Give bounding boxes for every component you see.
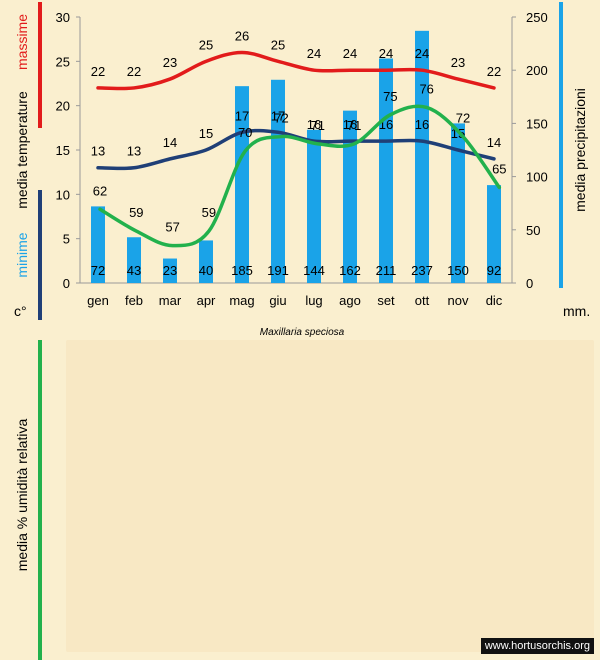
month-label-lug: lug <box>305 293 322 308</box>
month-label-gen: gen <box>87 293 109 308</box>
watermark: www.hortusorchis.org <box>480 638 594 654</box>
min-temperature-label: 15 <box>199 126 213 141</box>
humidity-value-label: 76 <box>419 81 433 96</box>
right-axis-tick-label: 50 <box>526 223 540 238</box>
max-temperature-label: 22 <box>127 64 141 79</box>
humidity-value-label: 72 <box>456 111 470 126</box>
precipitation-value-label: 150 <box>447 263 469 278</box>
right-axis-tick-label: 250 <box>526 10 548 25</box>
left-axis-unit: c° <box>14 303 27 319</box>
humidity-chart-background <box>66 340 594 652</box>
right-axis-tick-label: 150 <box>526 116 548 131</box>
humidity-value-label: 72 <box>274 111 288 126</box>
humidity-value-label: 59 <box>129 205 143 220</box>
max-temperature-label: 24 <box>379 46 393 61</box>
humidity-value-label: 71 <box>311 118 325 133</box>
max-temperature-label: 25 <box>271 37 285 52</box>
precipitation-bar-mag <box>235 86 249 283</box>
month-label-ago: ago <box>339 293 361 308</box>
humidity-value-label: 62 <box>93 183 107 198</box>
left-axis-label-minime: minime <box>14 232 30 277</box>
precipitation-bar-lug <box>307 129 321 283</box>
precipitation-value-label: 40 <box>199 263 213 278</box>
max-temperature-line <box>96 50 496 91</box>
max-temperature-label: 23 <box>451 55 465 70</box>
precipitation-bar-ago <box>343 110 357 283</box>
humidity-value-label: 70 <box>238 125 252 140</box>
min-temperature-label: 13 <box>127 144 141 159</box>
min-temperature-line <box>96 128 496 171</box>
right-axis-unit: mm. <box>563 303 590 319</box>
max-temperature-label: 24 <box>307 46 321 61</box>
precipitation-value-label: 72 <box>91 263 105 278</box>
precipitation-value-label: 237 <box>411 263 433 278</box>
min-temperature-label: 14 <box>487 135 501 150</box>
right-axis-tick-label: 100 <box>526 170 548 185</box>
precipitation-value-label: 23 <box>163 263 177 278</box>
max-temperature-label: 22 <box>91 64 105 79</box>
left-axis-tick-label: 0 <box>63 276 70 291</box>
month-label-apr: apr <box>197 293 216 308</box>
left-axis-tick-label: 15 <box>56 143 70 158</box>
chart-title: Maxillaria speciosa <box>260 327 345 338</box>
month-label-mag: mag <box>229 293 254 308</box>
max-temperature-label: 24 <box>415 46 429 61</box>
min-temperature-label: 16 <box>415 117 429 132</box>
left-axis-tick-label: 5 <box>63 232 70 247</box>
precipitation-value-label: 92 <box>487 263 501 278</box>
month-label-dic: dic <box>486 293 503 308</box>
right-axis-label: media precipitazioni <box>572 88 588 212</box>
min-temperature-label: 17 <box>235 108 249 123</box>
precipitation-value-label: 162 <box>339 263 361 278</box>
precipitation-bar-gen <box>91 206 105 283</box>
right-axis-tick-label: 0 <box>526 276 533 291</box>
left-axis-tick-label: 10 <box>56 187 70 202</box>
min-temperature-label: 16 <box>343 117 357 132</box>
max-temperature-label: 22 <box>487 64 501 79</box>
precipitation-value-label: 144 <box>303 263 325 278</box>
precipitation-value-label: 185 <box>231 263 253 278</box>
right-axis-tick-label: 200 <box>526 63 548 78</box>
precipitation-value-label: 191 <box>267 263 289 278</box>
left-axis-tick-label: 30 <box>56 10 70 25</box>
humidity-axis-label: media % umidità relativa <box>14 419 30 572</box>
min-temperature-label: 14 <box>163 135 177 150</box>
humidity-value-label: 65 <box>492 161 506 176</box>
max-temperature-label: 23 <box>163 55 177 70</box>
precipitation-bar-nov <box>451 123 465 284</box>
month-label-giu: giu <box>269 293 286 308</box>
month-label-nov: nov <box>448 293 469 308</box>
humidity-value-label: 59 <box>202 205 216 220</box>
precipitation-bar-feb <box>127 237 141 283</box>
max-temperature-label: 24 <box>343 46 357 61</box>
month-label-set: set <box>377 293 395 308</box>
month-label-feb: feb <box>125 293 143 308</box>
humidity-value-label: 57 <box>165 220 179 235</box>
precipitation-bar-apr <box>199 240 213 283</box>
precipitation-value-label: 43 <box>127 263 141 278</box>
precipitation-bar-mar <box>163 258 177 283</box>
left-axis-tick-label: 25 <box>56 54 70 69</box>
humidity-line <box>98 104 502 248</box>
left-axis-label-massime: massime <box>14 14 30 70</box>
precipitation-bar-dic <box>487 185 501 283</box>
precipitation-value-label: 211 <box>376 263 397 278</box>
max-temperature-label: 25 <box>199 37 213 52</box>
min-temperature-label: 16 <box>307 117 321 132</box>
max-temperature-label: 26 <box>235 28 249 43</box>
month-label-mar: mar <box>159 293 182 308</box>
month-label-ott: ott <box>415 293 430 308</box>
min-temperature-label: 13 <box>91 144 105 159</box>
left-axis-label-temperature: media temperature <box>14 91 30 209</box>
precipitation-bar-ott <box>415 30 429 283</box>
min-temperature-label: 17 <box>271 108 285 123</box>
humidity-value-label: 75 <box>383 89 397 104</box>
humidity-value-label: 71 <box>347 118 361 133</box>
left-axis-tick-label: 20 <box>56 99 70 114</box>
